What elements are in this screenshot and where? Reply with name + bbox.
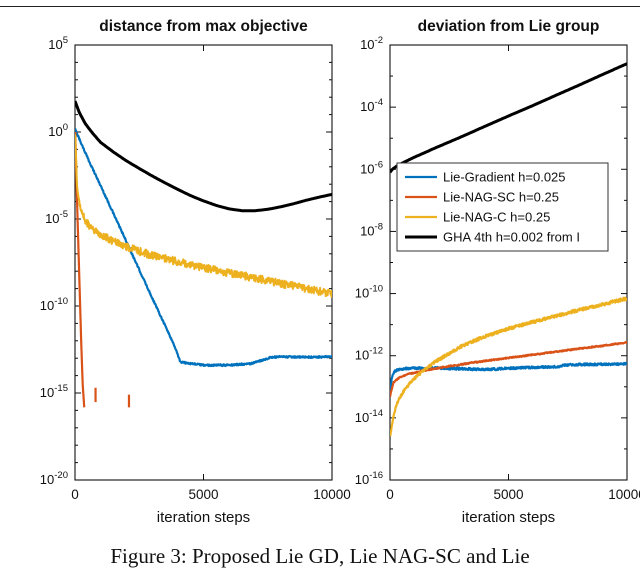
y-tick-label: 10-5 bbox=[45, 209, 68, 226]
y-tick-label: 10-15 bbox=[40, 383, 68, 400]
series-line-1 bbox=[390, 341, 627, 397]
x-tick-label: 5000 bbox=[493, 487, 523, 502]
figure-caption-text: Figure 3: Proposed Lie GD, Lie NAG-SC an… bbox=[110, 544, 530, 568]
x-axis-label: iteration steps bbox=[462, 509, 555, 526]
legend-label: Lie-Gradient h=0.025 bbox=[443, 170, 566, 185]
y-tick-label: 10-16 bbox=[355, 470, 383, 487]
y-tick-label: 105 bbox=[48, 35, 68, 52]
x-tick-label: 0 bbox=[71, 487, 79, 502]
axes-box bbox=[74, 44, 333, 481]
legend-label: Lie-NAG-C h=0.25 bbox=[443, 210, 550, 225]
series-line-3 bbox=[390, 62, 627, 174]
top-rule bbox=[0, 6, 640, 7]
series-line-2 bbox=[75, 134, 332, 298]
legend-label: Lie-NAG-SC h=0.25 bbox=[443, 190, 559, 205]
series-line-3 bbox=[75, 100, 332, 213]
series-line-0 bbox=[75, 127, 332, 368]
x-axis-label: iteration steps bbox=[157, 509, 250, 526]
y-tick-label: 10-10 bbox=[355, 284, 383, 301]
series-line-2 bbox=[390, 296, 627, 437]
y-tick-label: 10-4 bbox=[360, 97, 383, 114]
legend-label: GHA 4th h=0.002 from I bbox=[443, 230, 580, 245]
x-tick-label: 10000 bbox=[608, 487, 640, 502]
y-tick-label: 10-2 bbox=[360, 35, 383, 52]
axes-box bbox=[389, 44, 628, 481]
chart-title: distance from max objective bbox=[99, 18, 308, 35]
y-tick-label: 10-20 bbox=[40, 470, 68, 487]
legend: Lie-Gradient h=0.025 Lie-NAG-SC h=0.25 Lie… bbox=[396, 162, 609, 252]
chart-title: deviation from Lie group bbox=[418, 18, 600, 35]
y-tick-label: 10-14 bbox=[355, 408, 383, 425]
y-tick-label: 10-8 bbox=[360, 221, 383, 238]
chart-1: 10-16 10-14 10-12 10-10 10-8 10-6 10-4 10-2 0 500… bbox=[355, 18, 640, 526]
x-tick-label: 5000 bbox=[188, 487, 218, 502]
chart-0: 10-20 10-15 10-10 10-5 100 105 0 5000 10000 dista… bbox=[40, 18, 351, 526]
y-tick-label: 10-12 bbox=[355, 346, 383, 363]
x-tick-label: 0 bbox=[386, 487, 394, 502]
x-tick-label: 10000 bbox=[313, 487, 351, 502]
y-tick-label: 10-6 bbox=[360, 159, 383, 176]
y-tick-label: 100 bbox=[48, 122, 68, 139]
figure-caption: Figure 3: Proposed Lie GD, Lie NAG-SC an… bbox=[0, 541, 640, 569]
y-tick-label: 10-10 bbox=[40, 296, 68, 313]
